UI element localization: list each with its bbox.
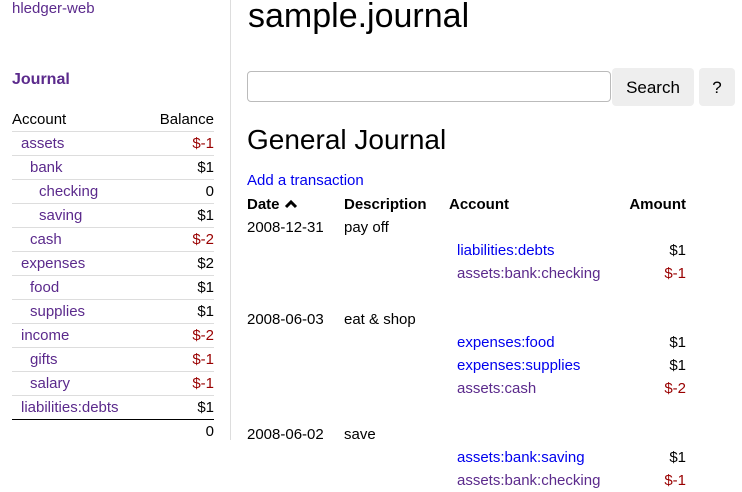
account-balance: $-2 — [145, 227, 214, 252]
posting-account-link[interactable]: assets:bank:saving — [457, 449, 585, 466]
balance-row: bank $1 — [12, 155, 214, 180]
account-header: Account — [12, 111, 67, 128]
balance-row: saving $1 — [12, 203, 214, 228]
posting-account-link[interactable]: expenses:supplies — [457, 357, 581, 374]
account-balance: $1 — [145, 275, 214, 300]
account-balance: $-1 — [145, 131, 214, 156]
date-header[interactable]: Date — [247, 193, 344, 216]
balance-row: cash $-2 — [12, 227, 214, 252]
account-link[interactable]: food — [30, 279, 60, 296]
account-balance: $1 — [145, 299, 214, 324]
balance-table: Account Balance assets $-1 bank $1 checking 0 s… — [12, 108, 214, 443]
search-button[interactable]: Search — [612, 68, 694, 106]
transaction-description: save — [344, 426, 376, 443]
account-link[interactable]: liabilities:debts — [21, 399, 119, 416]
balance-row: expenses $2 — [12, 251, 214, 276]
account-balance: $1 — [145, 203, 214, 228]
posting-row: assets:bank:saving $1 — [247, 446, 686, 469]
transaction-row: 2008-06-02 save — [247, 423, 686, 446]
account-balance: $-1 — [145, 371, 214, 396]
amount-header: Amount — [629, 196, 686, 213]
account-link[interactable]: assets — [21, 135, 65, 152]
page-title: sample.journal — [248, 0, 470, 35]
journal-link[interactable]: Journal — [12, 71, 70, 88]
transaction-date: 2008-06-02 — [247, 426, 324, 443]
account-balance: $-1 — [145, 347, 214, 372]
posting-amount: $1 — [669, 449, 686, 466]
balance-row: food $1 — [12, 275, 214, 300]
account-link[interactable]: cash — [30, 231, 62, 248]
balance-header: Balance — [159, 111, 214, 128]
account-link[interactable]: income — [21, 327, 70, 344]
account-link[interactable]: supplies — [30, 303, 86, 320]
posting-amount: $-2 — [664, 380, 686, 397]
account-link[interactable]: salary — [30, 375, 71, 392]
spacer-row — [247, 400, 686, 423]
posting-row: expenses:food $1 — [247, 331, 686, 354]
balance-row: income $-2 — [12, 323, 214, 348]
account-header: Account — [449, 196, 509, 213]
description-header: Description — [344, 196, 427, 213]
total-row: 0 — [12, 419, 214, 443]
posting-amount: $-1 — [664, 265, 686, 282]
search-input[interactable] — [247, 71, 611, 102]
posting-amount: $1 — [669, 242, 686, 259]
posting-account-link[interactable]: assets:cash — [457, 380, 537, 397]
balance-row: assets $-1 — [12, 131, 214, 156]
posting-amount: $1 — [669, 334, 686, 351]
transaction-date: 2008-12-31 — [247, 219, 324, 236]
transaction-date: 2008-06-03 — [247, 311, 324, 328]
transaction-row: 2008-06-03 eat & shop — [247, 308, 686, 331]
posting-account-link[interactable]: expenses:food — [457, 334, 555, 351]
account-link[interactable]: expenses — [21, 255, 86, 272]
account-balance: 0 — [145, 179, 214, 204]
account-link[interactable]: gifts — [30, 351, 58, 368]
sidebar: hledger-web Journal Account Balance asset… — [0, 0, 231, 443]
transaction-row: 2008-12-31 pay off — [247, 216, 686, 239]
account-balance: $-2 — [145, 323, 214, 348]
journal-table: Date Description Account Amount 2008-12-… — [247, 193, 686, 492]
posting-account-link[interactable]: assets:bank:checking — [457, 265, 601, 282]
balance-row: liabilities:debts $1 — [12, 395, 214, 420]
transaction-description: eat & shop — [344, 311, 416, 328]
account-link[interactable]: bank — [30, 159, 63, 176]
spacer-row — [247, 285, 686, 308]
posting-row: assets:bank:checking $-1 — [247, 262, 686, 285]
posting-account-link[interactable]: liabilities:debts — [457, 242, 555, 259]
journal-heading: General Journal — [247, 124, 447, 155]
account-balance: $1 — [145, 395, 214, 420]
balance-row: gifts $-1 — [12, 347, 214, 372]
account-link[interactable]: saving — [39, 207, 83, 224]
account-balance: $1 — [145, 155, 214, 180]
brand-link[interactable]: hledger-web — [12, 0, 95, 17]
date-header-label: Date — [247, 196, 280, 213]
help-button[interactable]: ? — [699, 68, 735, 106]
account-link[interactable]: checking — [39, 183, 99, 200]
posting-row: expenses:supplies $1 — [247, 354, 686, 377]
balance-row: checking 0 — [12, 179, 214, 204]
posting-amount: $1 — [669, 357, 686, 374]
balance-row: salary $-1 — [12, 371, 214, 396]
posting-row: assets:cash $-2 — [247, 377, 686, 400]
transaction-description: pay off — [344, 219, 389, 236]
balance-row: supplies $1 — [12, 299, 214, 324]
account-balance: $2 — [145, 251, 214, 276]
chevron-up-icon — [284, 199, 297, 209]
total-balance: 0 — [145, 419, 214, 443]
add-transaction-link[interactable]: Add a transaction — [247, 172, 364, 189]
posting-row: liabilities:debts $1 — [247, 239, 686, 262]
